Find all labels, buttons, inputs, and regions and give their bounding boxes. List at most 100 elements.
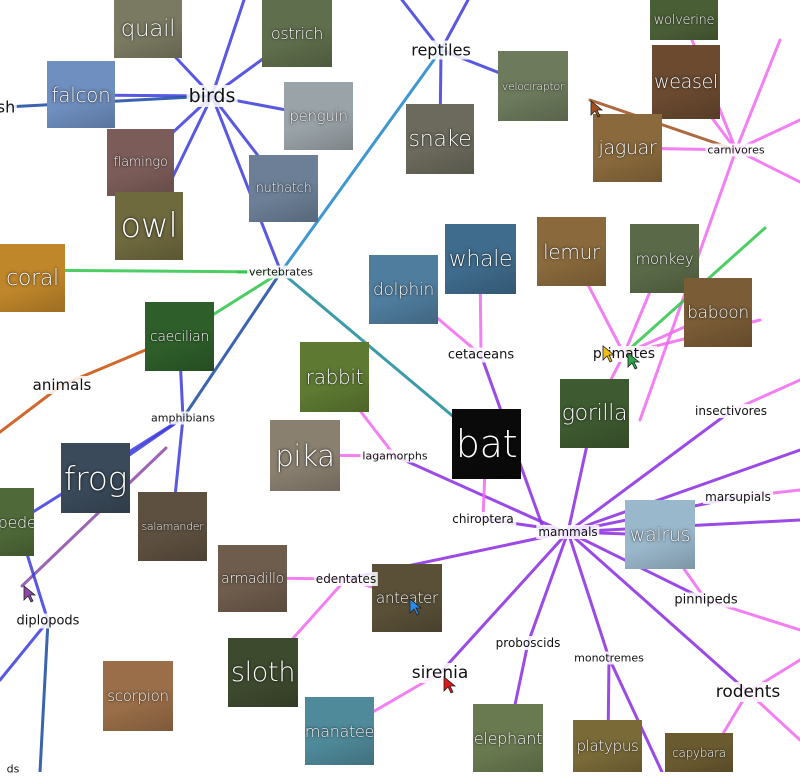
animal-tile-label: monkey bbox=[635, 249, 694, 268]
animal-tile-label: weasel bbox=[654, 71, 718, 93]
animal-tile-label: pede bbox=[0, 512, 34, 532]
category-label-mammals[interactable]: mammals bbox=[536, 525, 600, 539]
animal-tile-snake[interactable]: snake bbox=[406, 104, 474, 174]
category-label-insectivores[interactable]: insectivores bbox=[693, 404, 769, 418]
animal-tile-label: pika bbox=[275, 438, 335, 473]
animal-tile-label: velociraptor bbox=[501, 79, 565, 93]
animal-tile-gorilla[interactable]: gorilla bbox=[560, 379, 629, 448]
animal-tile-dolphin[interactable]: dolphin bbox=[369, 255, 438, 324]
animal-tile-scorpion[interactable]: scorpion bbox=[103, 661, 173, 731]
animal-tile-label: caecilian bbox=[149, 328, 209, 345]
category-label-pinnipeds[interactable]: pinnipeds bbox=[672, 592, 740, 608]
animal-tile-lemur[interactable]: lemur bbox=[537, 217, 606, 286]
graph-edge bbox=[566, 530, 750, 694]
graph-edge bbox=[393, 454, 562, 532]
category-label-amphibians[interactable]: amphibians bbox=[149, 411, 217, 425]
animal-tile-penguin[interactable]: penguin bbox=[284, 82, 353, 150]
animal-tile-jaguar[interactable]: jaguar bbox=[593, 114, 662, 182]
animal-tile-capybara[interactable]: capybara bbox=[665, 733, 733, 772]
animal-tile-platypus[interactable]: platypus bbox=[573, 720, 642, 772]
animal-tile-salamander[interactable]: salamander bbox=[138, 492, 207, 561]
red-cursor-icon bbox=[443, 676, 457, 694]
category-label-lagamorphs[interactable]: lagamorphs bbox=[360, 449, 430, 463]
animal-tile-label: flamingo bbox=[113, 155, 168, 170]
animal-tile-whale[interactable]: whale bbox=[445, 224, 516, 294]
animal-tile-owl[interactable]: owl bbox=[115, 192, 183, 260]
graph-edge bbox=[588, 98, 738, 152]
animal-tile-label: whale bbox=[448, 246, 513, 272]
animal-tile-label: capybara bbox=[672, 745, 726, 760]
category-label-carnivores[interactable]: carnivores bbox=[705, 143, 767, 157]
category-label-animals[interactable]: animals bbox=[30, 376, 94, 394]
animal-tile-anteater[interactable]: anteater bbox=[372, 564, 442, 632]
category-label-primates[interactable]: primates bbox=[590, 346, 658, 362]
animal-tile-centipede[interactable]: pede bbox=[0, 488, 34, 556]
animal-tile-label: rabbit bbox=[305, 365, 364, 389]
animal-tile-bat[interactable]: bat bbox=[452, 409, 521, 479]
category-label-reptiles[interactable]: reptiles bbox=[409, 40, 473, 60]
graph-edge bbox=[181, 270, 283, 420]
category-label-birds[interactable]: birds bbox=[186, 85, 238, 107]
animal-tile-falcon[interactable]: falcon bbox=[47, 61, 115, 128]
animal-tile-caecilian[interactable]: caecilian bbox=[145, 302, 214, 371]
category-label-sirenia[interactable]: sirenia bbox=[409, 663, 471, 683]
category-label-edentates[interactable]: edentates bbox=[313, 572, 379, 586]
animal-tile-rabbit[interactable]: rabbit bbox=[300, 342, 369, 412]
green-cursor-icon bbox=[627, 352, 641, 370]
graph-edge bbox=[607, 656, 664, 772]
animal-tile-label: baboon bbox=[687, 302, 749, 323]
category-label-marsupials[interactable]: marsupials bbox=[703, 490, 773, 504]
category-label-cetaceans[interactable]: cetaceans bbox=[445, 347, 517, 363]
animal-tile-pika[interactable]: pika bbox=[270, 420, 340, 491]
category-label-diplopods[interactable]: diplopods bbox=[14, 613, 82, 629]
animal-tile-velociraptor[interactable]: velociraptor bbox=[498, 51, 568, 121]
animal-tile-label: coral bbox=[6, 265, 59, 291]
animal-tile-ostrich[interactable]: ostrich bbox=[262, 0, 332, 67]
animal-tile-flamingo[interactable]: flamingo bbox=[107, 129, 174, 196]
category-label-proboscids[interactable]: proboscids bbox=[493, 636, 563, 650]
animal-tile-baboon[interactable]: baboon bbox=[684, 278, 752, 347]
animal-tile-label: bat bbox=[455, 422, 518, 466]
category-label-fish[interactable]: sh bbox=[0, 97, 18, 117]
animal-tile-elephant[interactable]: elephant bbox=[473, 704, 543, 772]
animal-tile-label: armadillo bbox=[221, 570, 284, 587]
animal-tile-label: penguin bbox=[289, 107, 348, 125]
graph-edge bbox=[210, 0, 246, 98]
purple-cursor-icon bbox=[23, 585, 37, 603]
category-label-chiroptera[interactable]: chiroptera bbox=[450, 512, 516, 526]
animal-tile-nuthatch[interactable]: nuthatch bbox=[249, 155, 318, 222]
category-label-monotremes[interactable]: monotremes bbox=[572, 651, 646, 665]
animal-tile-label: snake bbox=[408, 126, 472, 152]
graph-edge bbox=[0, 619, 50, 682]
graph-edge bbox=[526, 530, 570, 645]
animal-tile-label: elephant bbox=[473, 728, 543, 748]
animal-tile-label: ostrich bbox=[270, 24, 324, 43]
animal-tile-sloth[interactable]: sloth bbox=[228, 638, 298, 707]
animal-tile-label: wolverine bbox=[653, 12, 715, 28]
graph-edge bbox=[438, 530, 570, 675]
animal-tile-label: lemur bbox=[543, 239, 600, 264]
animal-tile-label: anteater bbox=[376, 589, 438, 607]
graph-edge bbox=[566, 409, 733, 534]
graph-edge bbox=[210, 94, 283, 274]
category-label-arachnids[interactable]: ds bbox=[4, 762, 22, 776]
yellow-cursor-icon bbox=[602, 345, 616, 363]
animal-tile-monkey[interactable]: monkey bbox=[630, 224, 699, 293]
animal-tile-label: dolphin bbox=[373, 279, 434, 300]
graph-edge bbox=[566, 448, 800, 534]
category-label-rodents[interactable]: rodents bbox=[713, 682, 783, 702]
animal-tile-armadillo[interactable]: armadillo bbox=[218, 545, 287, 612]
animal-tile-weasel[interactable]: weasel bbox=[652, 45, 720, 119]
animal-tile-walrus[interactable]: walrus bbox=[625, 500, 695, 569]
animal-tile-quail[interactable]: quail bbox=[114, 0, 182, 58]
category-label-vertebrates[interactable]: vertebrates bbox=[247, 265, 315, 279]
animal-tile-label: gorilla bbox=[561, 401, 628, 426]
animal-tile-wolverine[interactable]: wolverine bbox=[650, 0, 718, 40]
brown-cursor-icon bbox=[590, 100, 604, 118]
animal-tile-manatee[interactable]: manatee bbox=[305, 697, 374, 765]
animal-tile-label: falcon bbox=[51, 82, 111, 107]
graph-edge bbox=[566, 530, 611, 660]
animal-tile-coral[interactable]: coral bbox=[0, 244, 65, 312]
animal-tile-frog[interactable]: frog bbox=[61, 443, 130, 513]
graph-edge bbox=[734, 38, 782, 152]
